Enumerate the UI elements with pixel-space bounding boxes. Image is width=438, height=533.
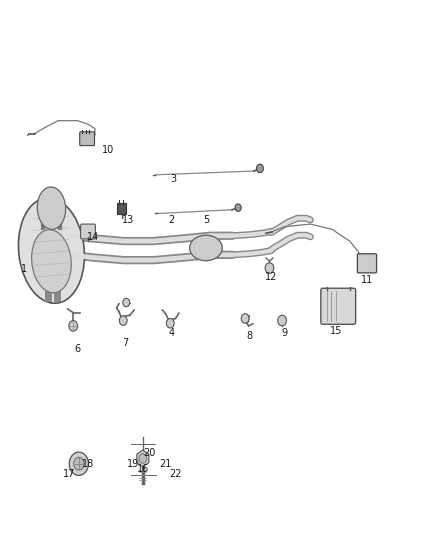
Text: 8: 8 (247, 332, 253, 342)
Text: 10: 10 (102, 145, 114, 155)
Circle shape (123, 298, 130, 307)
Text: 5: 5 (203, 215, 209, 225)
FancyBboxPatch shape (81, 224, 95, 239)
Text: 19: 19 (127, 459, 139, 469)
Ellipse shape (32, 230, 71, 293)
Text: 17: 17 (63, 470, 75, 479)
Text: 3: 3 (170, 174, 177, 184)
Ellipse shape (190, 235, 222, 261)
Text: 21: 21 (160, 459, 172, 469)
Text: 22: 22 (169, 470, 182, 479)
Ellipse shape (18, 198, 85, 303)
Circle shape (139, 454, 147, 463)
Circle shape (265, 263, 274, 273)
Circle shape (69, 452, 88, 475)
Circle shape (278, 316, 286, 326)
Text: 13: 13 (121, 215, 134, 225)
Text: 1: 1 (21, 264, 27, 274)
Text: 14: 14 (87, 232, 99, 243)
Circle shape (241, 314, 249, 323)
Text: 20: 20 (143, 448, 155, 458)
FancyBboxPatch shape (321, 288, 356, 324)
Text: 4: 4 (168, 328, 174, 338)
Text: 11: 11 (361, 274, 373, 285)
Text: 2: 2 (168, 215, 174, 225)
Circle shape (74, 457, 84, 470)
Text: 6: 6 (74, 344, 81, 354)
Text: 7: 7 (122, 338, 128, 349)
Polygon shape (137, 450, 149, 467)
FancyBboxPatch shape (357, 254, 377, 273)
Circle shape (119, 316, 127, 325)
Circle shape (256, 164, 263, 173)
Circle shape (235, 204, 241, 212)
Text: 12: 12 (265, 272, 277, 282)
Ellipse shape (37, 187, 66, 229)
Circle shape (166, 318, 174, 328)
Text: 18: 18 (82, 459, 95, 469)
Text: 15: 15 (330, 326, 343, 336)
Circle shape (69, 320, 78, 331)
Text: 16: 16 (137, 464, 149, 474)
Text: 9: 9 (281, 328, 287, 338)
FancyBboxPatch shape (80, 132, 95, 146)
FancyBboxPatch shape (117, 204, 126, 214)
